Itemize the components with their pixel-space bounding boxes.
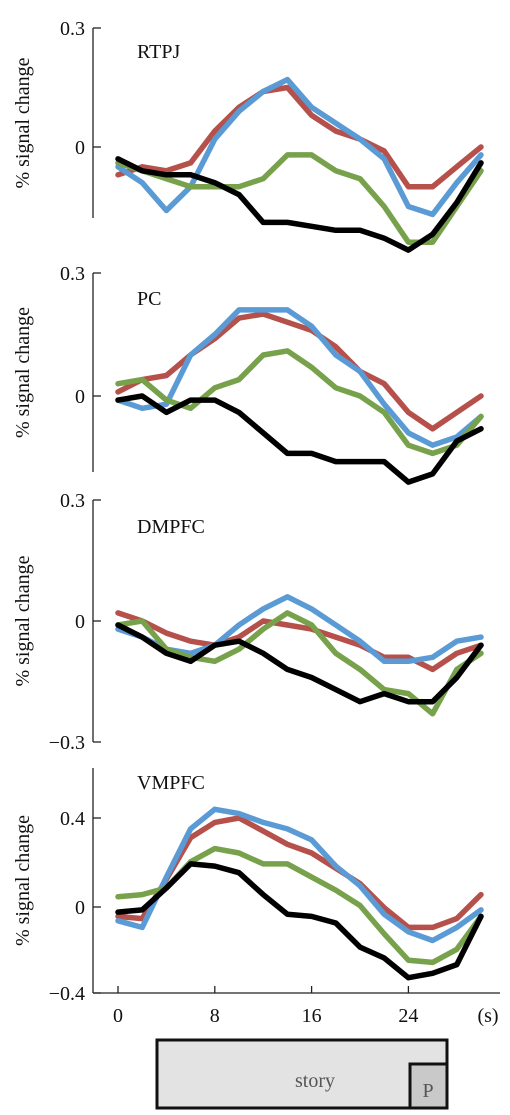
timeline: story P	[155, 1038, 449, 1110]
probe-label: P	[422, 1080, 433, 1102]
series-line-2	[115, 307, 484, 448]
series-line-4	[115, 622, 484, 705]
y-tick-label: 0.3	[60, 490, 85, 512]
story-box	[155, 1038, 449, 1110]
story-label: story	[295, 1070, 335, 1092]
panel-rtpj: 0.3 0 % signal change RTPJ	[12, 18, 484, 253]
panel-vmpfc: 0.4 0 −0.4 % signal change VMPFC	[12, 768, 484, 1005]
y-tick-label: 0.3	[60, 18, 85, 40]
series-line-2	[115, 806, 484, 944]
panel-pc: 0.3 0 % signal change PC	[12, 263, 484, 485]
y-tick-label: 0	[75, 386, 85, 408]
panel-label: DMPFC	[137, 516, 205, 538]
y-axis-title: % signal change	[12, 57, 34, 188]
y-tick-label: 0	[75, 611, 85, 633]
series-line-3	[115, 348, 484, 457]
y-tick-label: 0	[75, 137, 85, 159]
series-line-4	[115, 156, 484, 253]
panels: 0.3 0 % signal change RTPJ 0.3 0 % signal chan…	[12, 18, 484, 1005]
y-tick-label: 0.4	[60, 808, 85, 830]
probe-box	[408, 1062, 449, 1110]
y-tick-label: 0.3	[60, 263, 85, 285]
panel-dmpfc: 0.3 0 −0.3 % signal change DMPFC	[12, 490, 484, 754]
series-line-4	[115, 861, 484, 981]
series-line-1	[115, 311, 484, 432]
x-tick-label: 0	[113, 1005, 123, 1027]
y-tick-label: −0.3	[49, 732, 85, 754]
x-tick-label: 8	[210, 1005, 220, 1027]
x-tick-label: 16	[302, 1005, 322, 1027]
y-axis-title: % signal change	[12, 307, 34, 438]
panel-label: RTPJ	[137, 41, 180, 63]
y-axis-title: % signal change	[12, 815, 34, 946]
x-axis: 0 8 16 24 (s)	[93, 986, 500, 1027]
series-line-1	[115, 610, 484, 673]
series-line-2	[115, 76, 484, 218]
x-tick-label: 24	[398, 1005, 418, 1027]
panel-label: PC	[137, 288, 161, 310]
y-tick-label: −0.4	[49, 983, 85, 1005]
x-unit-label: (s)	[477, 1005, 498, 1027]
y-axis-title: % signal change	[12, 555, 34, 686]
y-tick-label: 0	[75, 897, 85, 919]
series-line-1	[115, 84, 484, 190]
panel-label: VMPFC	[137, 772, 205, 794]
series-line-4	[115, 393, 484, 485]
